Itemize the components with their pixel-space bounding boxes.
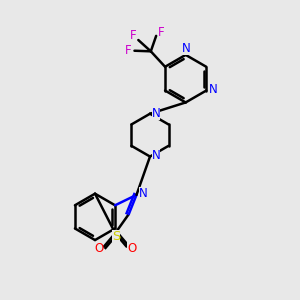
- Text: N: N: [139, 187, 147, 200]
- Text: N: N: [208, 83, 217, 97]
- Text: O: O: [94, 242, 103, 256]
- Text: F: F: [130, 29, 136, 42]
- Text: S: S: [112, 230, 120, 243]
- Text: F: F: [125, 44, 132, 57]
- Text: N: N: [182, 42, 190, 56]
- Text: N: N: [152, 149, 160, 162]
- Text: N: N: [152, 106, 160, 120]
- Text: O: O: [127, 242, 136, 256]
- Text: F: F: [158, 26, 165, 39]
